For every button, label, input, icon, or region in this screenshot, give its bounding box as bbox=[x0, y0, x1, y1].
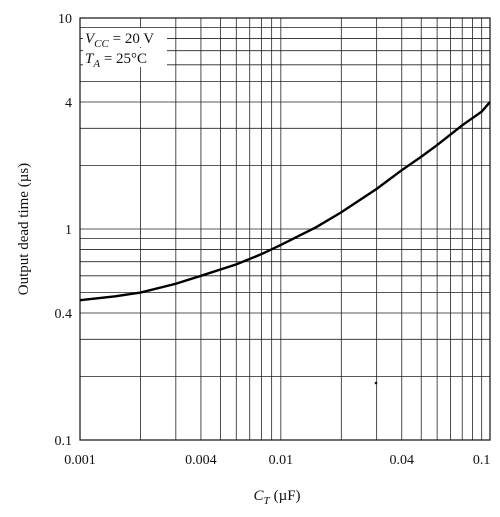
annotation-main: T bbox=[85, 51, 95, 67]
annotation-main: V bbox=[85, 31, 96, 47]
annotation-backdrop bbox=[83, 48, 167, 67]
plot-frame bbox=[79, 17, 491, 441]
x-tick-label: 0.04 bbox=[390, 453, 415, 468]
x-tick-label: 0.01 bbox=[269, 453, 294, 468]
y-tick-label: 1 bbox=[65, 223, 72, 238]
grid bbox=[80, 18, 490, 440]
annotation-sub: A bbox=[92, 58, 100, 70]
annotation-text: TA = 25°C bbox=[85, 51, 147, 70]
x-tick-label: 0.001 bbox=[64, 453, 96, 468]
x-axis-label-main: C bbox=[253, 488, 264, 504]
y-axis-label: Output dead time (µs) bbox=[16, 163, 32, 295]
print-speck bbox=[374, 381, 378, 385]
x-tick-label: 0.004 bbox=[185, 453, 217, 468]
y-tick-label: 0.1 bbox=[55, 434, 73, 449]
tick-labels: 0.001 0.004 0.01 0.04 0.1 0.1 0.4 1 4 10 bbox=[55, 12, 491, 468]
annotation-rest: = 20 V bbox=[109, 31, 154, 47]
x-axis-label-unit: (µF) bbox=[274, 488, 301, 504]
x-axis-label-sub: T bbox=[263, 495, 270, 507]
y-tick-label: 4 bbox=[65, 96, 72, 111]
series-line bbox=[79, 101, 491, 302]
y-tick-label: 0.4 bbox=[55, 307, 73, 322]
annotations: VCC = 20 VTA = 25°C bbox=[83, 28, 167, 70]
annotation-backdrop bbox=[83, 28, 167, 47]
annotation-sub: CC bbox=[94, 38, 109, 50]
annotation-rest: = 25°C bbox=[100, 51, 147, 67]
y-tick-label: 10 bbox=[58, 12, 72, 27]
x-axis-label: CT (µF) bbox=[253, 488, 300, 507]
annotation-text: VCC = 20 V bbox=[85, 31, 154, 50]
x-tick-label: 0.1 bbox=[473, 453, 491, 468]
